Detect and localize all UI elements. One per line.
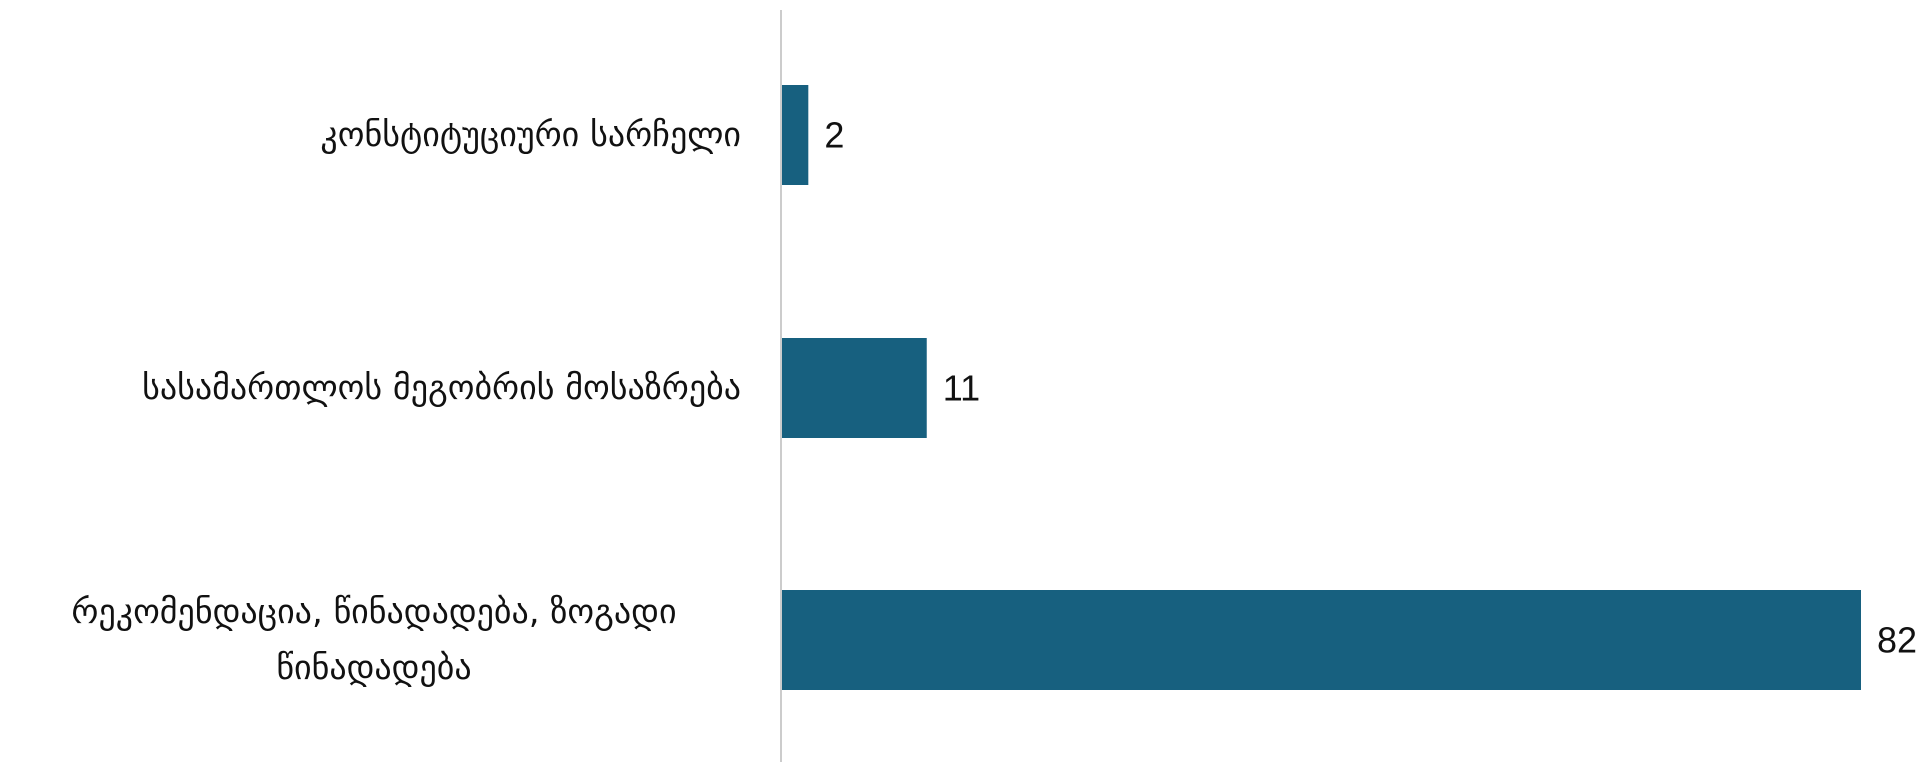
bar-1	[782, 85, 809, 185]
bar-3	[782, 590, 1861, 690]
bar-value-label-3: 82	[1877, 620, 1917, 661]
bar-2	[782, 338, 927, 438]
category-label-3: რეკომენდაცია, წინადადება, ზოგადი წინადადე…	[71, 592, 676, 688]
bars-group	[782, 85, 1861, 690]
bar-value-label-2: 11	[943, 368, 980, 409]
category-label-1: კონსტიტუციური სარჩელი	[320, 115, 741, 155]
value-labels-group: 2 11 82	[824, 115, 1917, 661]
category-label-2: სასამართლოს მეგობრის მოსაზრება	[142, 368, 741, 408]
category-labels-group: კონსტიტუციური სარჩელი სასამართლოს მეგობრი…	[71, 115, 741, 688]
bar-value-label-1: 2	[824, 115, 844, 156]
